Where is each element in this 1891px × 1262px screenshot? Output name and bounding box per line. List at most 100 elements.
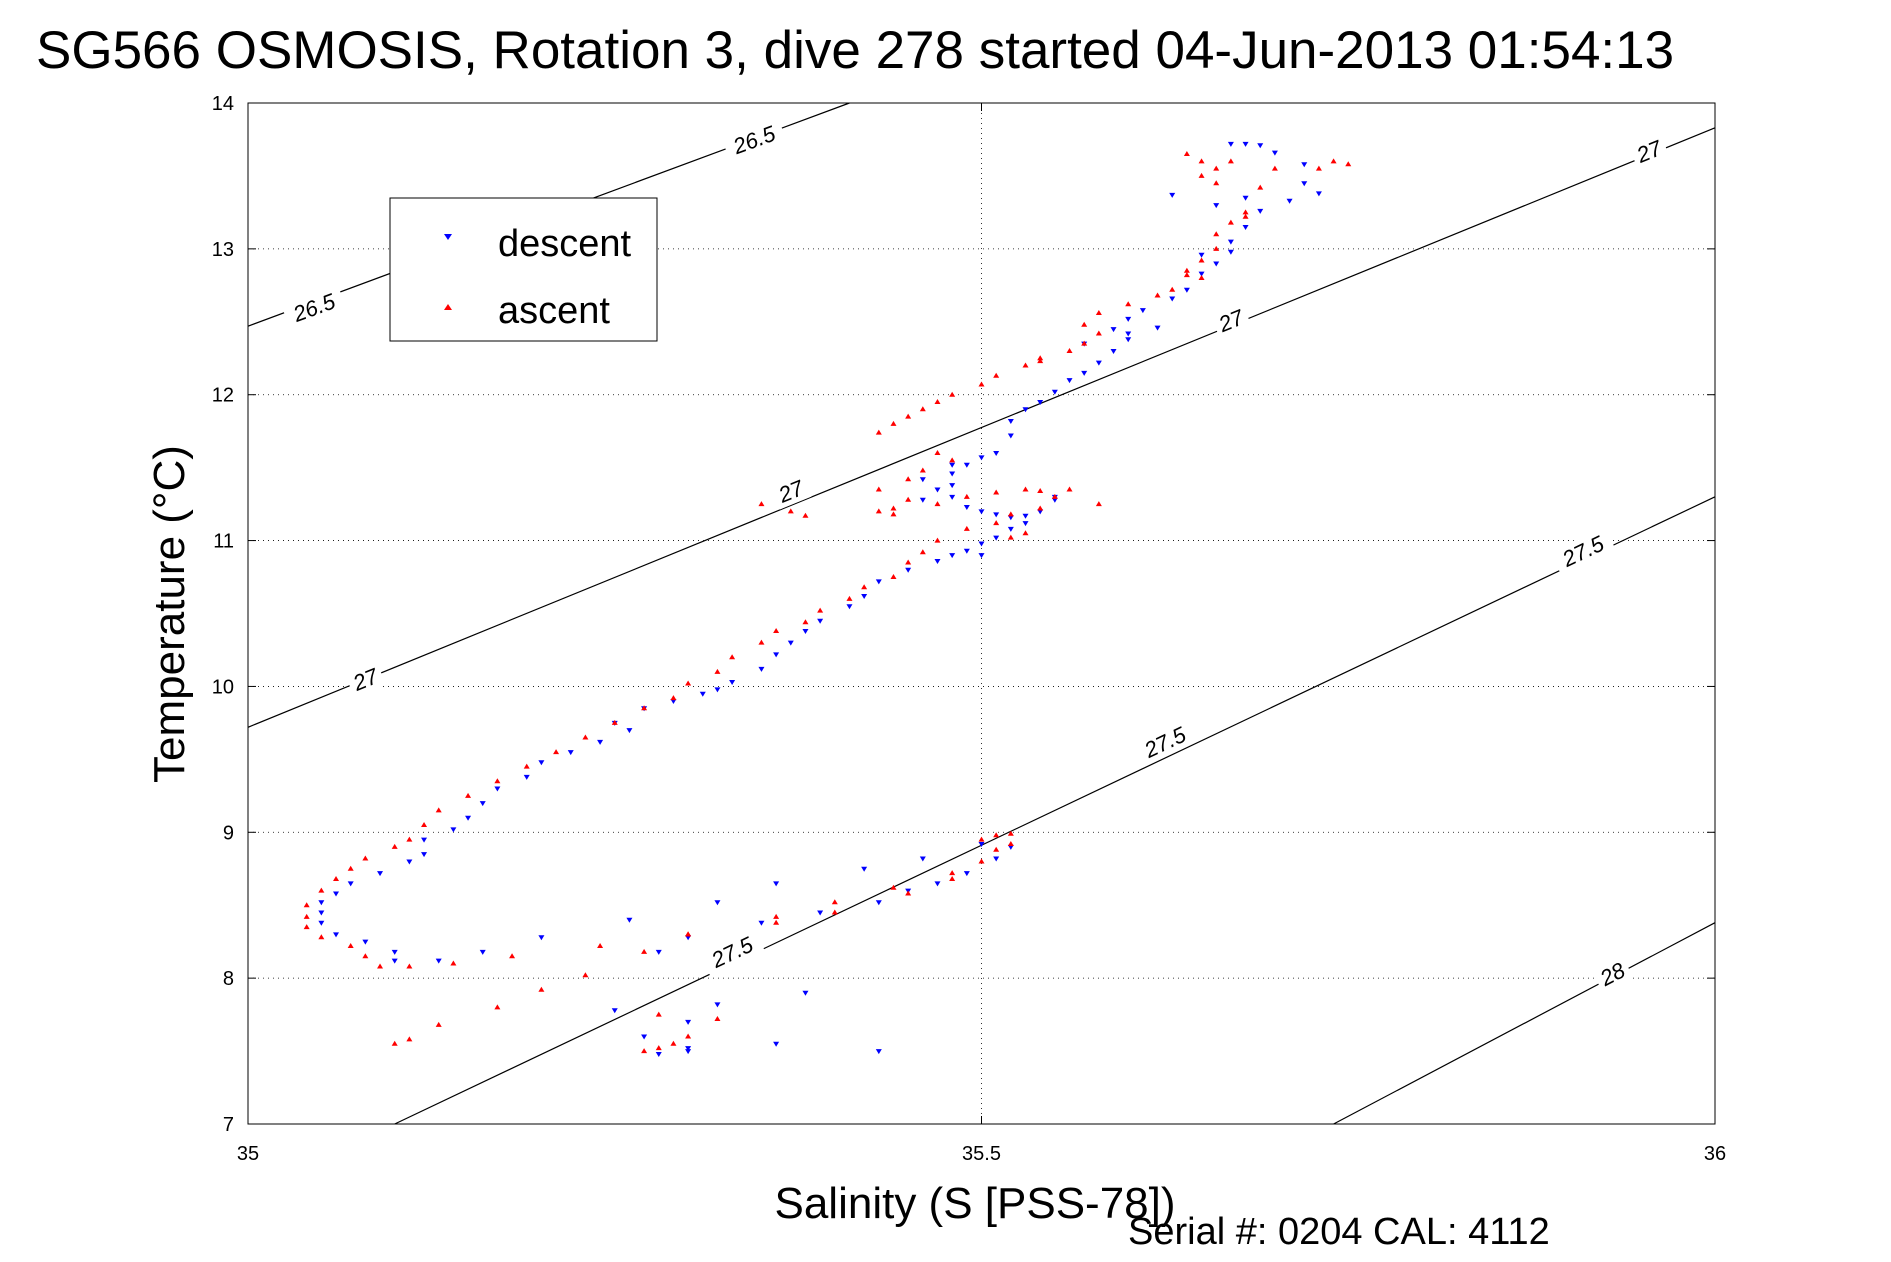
descent-point	[465, 815, 472, 821]
ascent-point	[714, 668, 721, 674]
descent-point	[993, 856, 1000, 862]
ascent-point	[597, 943, 604, 949]
descent-point	[949, 494, 956, 500]
ascent-point	[318, 934, 325, 940]
descent-point	[978, 509, 985, 515]
ascent-point	[641, 1048, 648, 1054]
ascent-point	[1037, 487, 1044, 493]
descent-point	[802, 990, 809, 996]
ascent-point	[831, 899, 838, 905]
ascent-point	[494, 778, 501, 784]
descent-point	[817, 910, 824, 916]
descent-point	[1007, 844, 1014, 850]
descent-point	[479, 949, 486, 955]
descent-point	[978, 455, 985, 461]
ascent-point	[846, 595, 853, 601]
descent-point	[1125, 331, 1132, 337]
ascent-point	[1022, 530, 1029, 536]
ascent-point	[1213, 245, 1220, 251]
descent-point	[435, 958, 442, 964]
ascent-point	[406, 1036, 413, 1042]
descent-point	[391, 949, 398, 955]
ascent-point	[993, 489, 1000, 495]
ascent-point	[1051, 493, 1058, 499]
descent-point	[494, 786, 501, 792]
ascent-point	[465, 792, 472, 798]
ascent-point	[1022, 362, 1029, 368]
ascent-point	[1066, 347, 1073, 353]
descent-point	[714, 900, 721, 906]
descent-point	[685, 1049, 692, 1055]
ascent-point	[421, 821, 428, 827]
legend-ascent-label: ascent	[498, 290, 610, 332]
ascent-point	[729, 654, 736, 660]
ascent-point	[875, 429, 882, 435]
contour-label-bg	[1628, 132, 1670, 170]
descent-point	[1183, 287, 1190, 293]
contour-label-bg	[281, 284, 347, 330]
descent-point	[1227, 249, 1234, 255]
ascent-point	[1007, 840, 1014, 846]
ascent-point	[1213, 180, 1220, 186]
ascent-point	[1330, 158, 1337, 164]
ascent-point	[538, 986, 545, 992]
ascent-point	[670, 1040, 677, 1046]
ascent-point	[949, 391, 956, 397]
ascent-point	[817, 607, 824, 613]
descent-point	[1022, 521, 1029, 527]
chart-title: SG566 OSMOSIS, Rotation 3, dive 278 star…	[36, 21, 1674, 80]
descent-point	[978, 841, 985, 847]
descent-point	[1242, 195, 1249, 201]
descent-point	[773, 1041, 780, 1047]
descent-point	[1110, 348, 1117, 354]
ascent-point	[362, 953, 369, 959]
ascent-point	[655, 1011, 662, 1017]
legend-ascent-marker	[444, 304, 452, 310]
ascent-point	[963, 525, 970, 531]
y-tick-label: 14	[212, 93, 234, 115]
ascent-point	[1154, 292, 1161, 298]
descent-point	[1007, 526, 1014, 532]
descent-point	[846, 604, 853, 610]
descent-point	[318, 920, 325, 926]
y-tick-label: 11	[213, 531, 234, 553]
ascent-point	[362, 855, 369, 861]
descent-point	[641, 1034, 648, 1040]
descent-point	[1095, 360, 1102, 366]
contour-label-bg	[770, 472, 812, 510]
ascent-point	[377, 963, 384, 969]
descent-point	[1007, 418, 1014, 424]
descent-point	[1257, 143, 1264, 149]
ascent-point	[582, 972, 589, 978]
descent-point	[978, 541, 985, 547]
ascent-point	[934, 501, 941, 507]
descent-point	[1125, 337, 1132, 343]
descent-point	[1125, 316, 1132, 322]
ascent-point	[1198, 257, 1205, 263]
ascent-point	[391, 843, 398, 849]
ascent-point	[509, 953, 516, 959]
ascent-point	[1345, 161, 1352, 167]
ascent-point	[1007, 534, 1014, 540]
ascent-point	[1315, 165, 1322, 171]
y-tick-label: 8	[223, 968, 234, 990]
ascent-point	[773, 628, 780, 634]
descent-point	[685, 1019, 692, 1025]
ascent-point	[949, 457, 956, 463]
descent-point	[377, 871, 384, 877]
descent-point	[421, 852, 428, 858]
ascent-point	[1037, 355, 1044, 361]
ascent-point	[802, 619, 809, 625]
ascent-point	[773, 913, 780, 919]
ascent-point	[1271, 165, 1278, 171]
legend: descent ascent	[389, 197, 658, 342]
contour-label-bg	[1550, 526, 1616, 576]
contour-label-bg	[721, 116, 787, 163]
ascent-point	[1095, 330, 1102, 336]
descent-point	[699, 691, 706, 697]
descent-point	[1022, 407, 1029, 413]
ascent-point	[1242, 213, 1249, 219]
ascent-point	[787, 508, 794, 514]
y-axis-label: Temperature (°C)	[145, 445, 194, 783]
ascent-point	[406, 963, 413, 969]
